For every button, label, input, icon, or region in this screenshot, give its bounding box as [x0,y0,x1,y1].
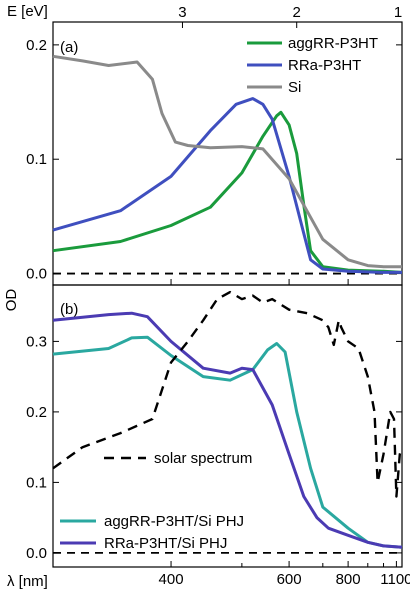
legend-label: aggRR-P3HT/Si PHJ [104,513,244,530]
y-axis-title: OD [3,289,20,312]
panel-b-label: (b) [60,301,78,318]
legend-layer: aggRR-P3HT RRa-P3HT Si solar spectrum aggRR-… [60,35,378,552]
legend-label: RRa-P3HT [288,57,361,74]
y-tick-label: 0.2 [26,37,47,54]
panel-b-frame [52,284,403,568]
legend-label: solar spectrum [154,450,252,467]
y-tick-label: 0.0 [26,545,47,562]
x-tick-label: 400 [159,571,184,588]
y-tick-label: 0.0 [26,266,47,283]
legend-label: aggRR-P3HT [288,35,378,52]
y-tick-label: 0.2 [26,404,47,421]
ticks-layer: 0.0 0.1 0.2 0.0 0.1 0.2 0.3 400 600 800 1100 1 2 3 [26,4,410,588]
top-x-tick-label: 2 [293,4,301,21]
series-line [52,110,403,274]
y-tick-label: 0.3 [26,333,47,350]
x-tick-label: 600 [277,571,302,588]
x-tick-label: 800 [336,571,361,588]
x-tick-label: 1100 [380,571,410,588]
y-tick-label: 0.1 [26,151,47,168]
legend-label: Si [288,79,301,96]
y-tick-label: 0.1 [26,474,47,491]
top-x-tick-label: 1 [394,4,402,21]
series-line [52,97,402,274]
series-line [52,54,402,269]
lines-layer [52,54,404,554]
series-line [52,335,403,549]
panel-a-label: (a) [60,39,78,56]
legend-label: RRa-P3HT/Si PHJ [104,535,227,552]
top-x-tick-label: 3 [178,4,186,21]
series-line [52,311,403,549]
series-line [52,290,404,498]
x-axis-title: λ [nm] [7,573,48,590]
top-axis-title: E [eV] [7,3,48,20]
